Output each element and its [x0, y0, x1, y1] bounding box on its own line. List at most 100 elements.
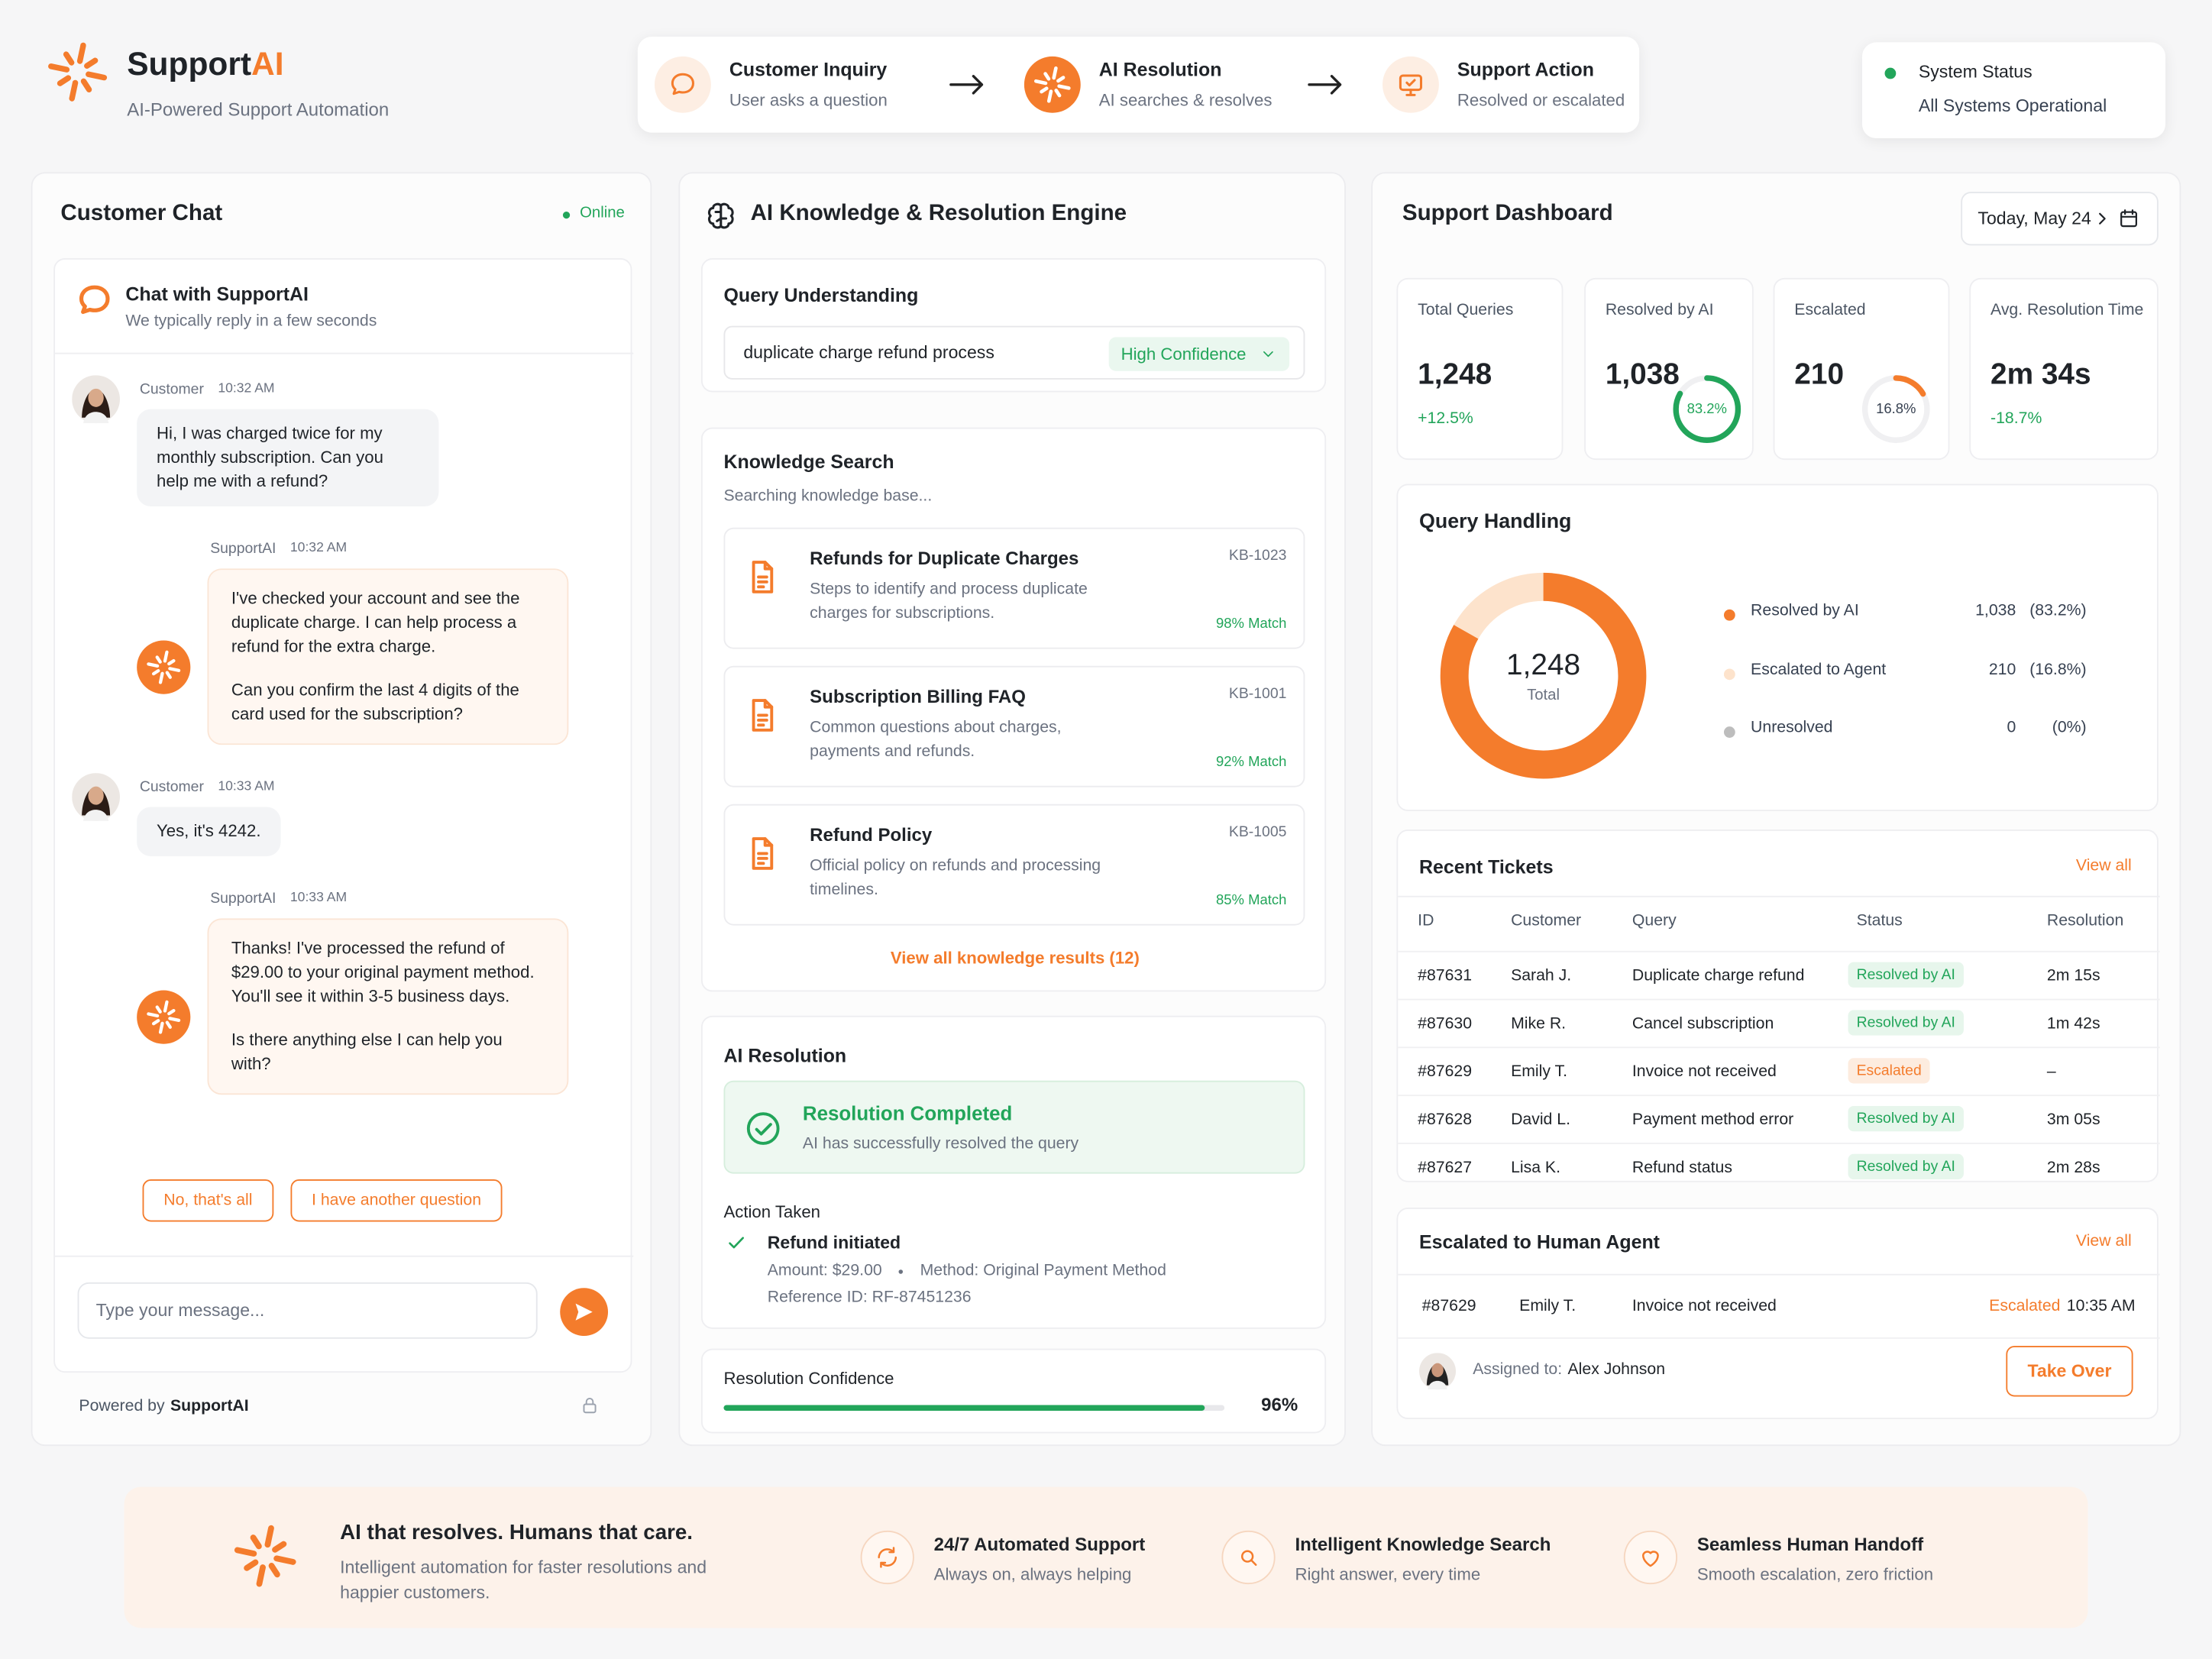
knowledge-result[interactable]: Refunds for Duplicate Charges Steps to id…	[723, 527, 1305, 649]
icon-part	[746, 1112, 780, 1145]
stat-card: Escalated 210 16.8%	[1773, 277, 1950, 461]
icon-part	[729, 1237, 745, 1249]
result-description: Steps to identify and process duplicate …	[810, 580, 1088, 623]
sender: SupportAI	[210, 540, 276, 558]
icon-part	[151, 668, 160, 675]
icon-part	[1419, 1353, 1457, 1390]
message-bubble: I've checked your account and see the du…	[207, 568, 569, 745]
icon-part	[2120, 209, 2137, 228]
result-id: KB-1023	[1228, 547, 1287, 564]
stat-value: 1,248	[1418, 358, 1492, 391]
ai-avatar	[137, 990, 191, 1044]
chat-panel: Customer Chat Online Chat with SupportAI We…	[31, 172, 652, 1447]
widget-title: Chat with SupportAI	[125, 283, 309, 305]
icon-part	[585, 1397, 594, 1405]
icon-part	[714, 204, 728, 228]
section-title: Recent Tickets	[1419, 856, 1554, 878]
icon-part	[1057, 84, 1071, 90]
icon-part	[2099, 212, 2106, 225]
icon-part	[752, 699, 774, 732]
take-over-button[interactable]: Take Over	[2006, 1345, 2133, 1397]
stat-value: 210	[1794, 358, 1845, 391]
icon-part	[234, 1547, 257, 1557]
escalated-cell: #87629	[1421, 1298, 1476, 1315]
panel-title: AI Knowledge & Resolution Engine	[750, 202, 1127, 226]
quick-reply-button[interactable]: I have another question	[290, 1179, 503, 1222]
result-title: Subscription Billing FAQ	[810, 685, 1026, 707]
icon-part	[72, 375, 120, 424]
stat-label: Avg. Resolution Time	[1990, 302, 2144, 319]
widget-icon	[75, 281, 115, 321]
resolution-card: AI Resolution Resolution Completed AI has …	[700, 1015, 1327, 1329]
flow-card: Customer Inquiry User asks a question AI R…	[637, 37, 1640, 133]
knowledge-result[interactable]: Refund Policy Official policy on refunds …	[723, 804, 1305, 926]
icon-part	[757, 575, 768, 589]
feature-subtitle: Right answer, every time	[1295, 1564, 1481, 1585]
icon-part	[158, 1021, 164, 1034]
icon-part	[147, 1000, 181, 1034]
message-input[interactable]: Type your message...	[77, 1282, 538, 1339]
icon-part	[949, 75, 984, 95]
ticket-cell: Duplicate charge refund	[1632, 968, 1805, 985]
step-icon	[1382, 56, 1439, 113]
message-bubble: Thanks! I've processed the refund of $29…	[207, 918, 569, 1096]
doc-icon	[742, 834, 781, 879]
icon-part	[273, 1555, 296, 1565]
icon-part	[272, 1541, 287, 1553]
column-header: Resolution	[2046, 912, 2124, 930]
feature-title: 24/7 Automated Support	[933, 1533, 1146, 1555]
date-picker[interactable]: Today, May 24	[1961, 192, 2159, 246]
icon-part	[1052, 66, 1058, 80]
legend-count: 1,038	[1975, 602, 2016, 619]
donut-total: 1,248	[1506, 648, 1581, 682]
brand-prefix: Support	[127, 45, 252, 82]
view-all-link[interactable]: View all	[2075, 1233, 2132, 1250]
icon-part	[757, 852, 768, 865]
dashboard-panel: Support Dashboard Today, May 24 Total Quer…	[1371, 172, 2181, 1447]
chat-widget: Chat with SupportAI We typically reply in…	[53, 257, 634, 1373]
icon-part	[147, 649, 181, 684]
view-all-link[interactable]: View all	[2075, 857, 2132, 875]
column-header: Status	[1856, 912, 1903, 930]
ai-avatar	[137, 639, 191, 694]
knowledge-result[interactable]: Subscription Billing FAQ Common questions…	[723, 665, 1305, 787]
icon-part	[155, 655, 162, 664]
action-title: Refund initiated	[767, 1233, 901, 1253]
stat-ring: 83.2%	[1670, 373, 1744, 446]
powered-prefix: Powered by	[79, 1398, 165, 1415]
view-all-link[interactable]: View all knowledge results (12)	[890, 948, 1140, 969]
message: SupportAI 10:33 AM Thanks! I've processed …	[55, 885, 633, 1096]
icon-part	[1240, 1550, 1257, 1566]
feature-icon	[1623, 1530, 1678, 1585]
icon-part	[1040, 86, 1049, 94]
icon-part	[151, 1018, 160, 1026]
confidence-card: Resolution Confidence 96%	[700, 1348, 1327, 1434]
feature-icon	[1221, 1530, 1276, 1585]
send-button[interactable]	[560, 1288, 609, 1337]
icon-part	[752, 837, 774, 870]
assigned: Assigned to: Alex Johnson	[1473, 1361, 1665, 1378]
escalated-cell: Invoice not received	[1632, 1298, 1777, 1315]
query-handling-card: Query Handling 1,248 Total Resolved by AI 1,…	[1396, 483, 2159, 811]
result-match: 85% Match	[1216, 893, 1287, 909]
separator	[1398, 998, 2160, 1001]
quick-reply-button[interactable]: No, that's all	[142, 1179, 274, 1222]
ring-arc	[1673, 375, 1741, 443]
step-title: Customer Inquiry	[729, 59, 888, 81]
status-text: AI has successfully resolved the query	[802, 1135, 1079, 1153]
tagline: AI-Powered Support Automation	[127, 99, 390, 120]
icon-part	[88, 388, 104, 407]
status-dot	[1884, 67, 1897, 79]
escalated-cell: Emily T.	[1519, 1298, 1577, 1315]
step-title: AI Resolution	[1098, 59, 1222, 81]
stat-label: Escalated	[1794, 302, 1866, 319]
message-bubble: Hi, I was charged twice for my monthly s…	[137, 409, 439, 507]
icon-part	[752, 561, 774, 593]
doc-icon	[742, 558, 781, 603]
icon-part	[949, 75, 984, 95]
confidence-text: High Confidence	[1121, 344, 1247, 364]
icon-part	[163, 1000, 169, 1013]
ticket-cell: 2m 28s	[2046, 1159, 2100, 1177]
action-details: Amount: $29.00 Method: Original Payment M…	[768, 1263, 1166, 1279]
